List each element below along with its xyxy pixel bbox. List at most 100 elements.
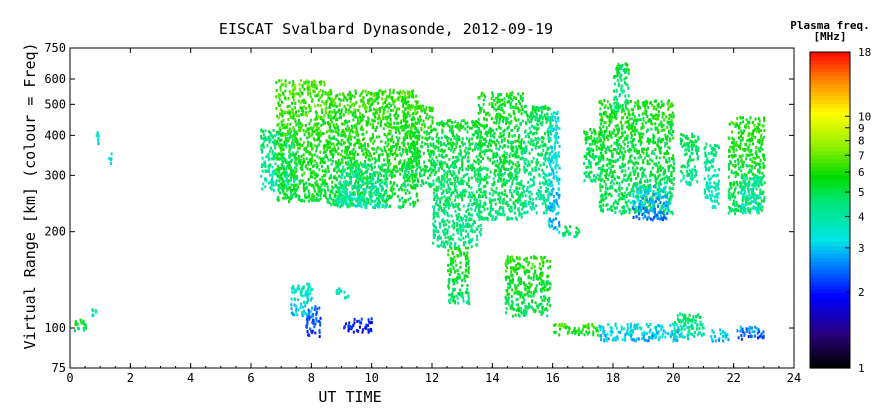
data-point [468, 212, 471, 216]
data-point [338, 158, 340, 162]
data-point [283, 174, 286, 178]
data-point [526, 256, 528, 260]
data-point [544, 177, 547, 181]
data-point [519, 292, 522, 296]
data-point [351, 130, 354, 134]
data-point [468, 137, 471, 141]
data-point [535, 107, 538, 111]
data-point [300, 79, 302, 83]
data-point [459, 288, 462, 292]
data-point [416, 142, 419, 146]
data-point [450, 163, 453, 167]
data-point [309, 168, 312, 171]
data-point [499, 131, 502, 135]
data-point [329, 89, 332, 92]
data-point [503, 158, 506, 162]
data-point [401, 99, 404, 102]
data-point [294, 117, 297, 121]
data-point [349, 182, 352, 186]
data-point [523, 312, 526, 316]
data-point [448, 119, 451, 123]
data-point [542, 280, 545, 284]
data-point [471, 223, 474, 226]
data-point [289, 189, 292, 193]
data-point [343, 169, 346, 173]
data-point [438, 197, 441, 201]
data-point [97, 142, 100, 146]
data-point [331, 136, 334, 140]
data-point [432, 137, 434, 141]
data-point [488, 148, 491, 152]
data-point [389, 88, 391, 92]
data-point [470, 207, 473, 211]
data-point [512, 109, 515, 113]
data-point [436, 193, 438, 197]
data-point [440, 187, 443, 190]
data-point [441, 161, 444, 165]
data-point [262, 142, 265, 146]
data-point [518, 183, 521, 187]
data-point [535, 256, 538, 260]
data-point [392, 108, 395, 112]
data-point [434, 195, 437, 199]
data-point [308, 285, 311, 289]
data-point [404, 192, 407, 195]
data-point [489, 170, 492, 174]
data-point [322, 116, 325, 120]
data-point [282, 152, 285, 156]
data-point [397, 121, 400, 125]
data-point [329, 103, 331, 106]
data-point [276, 168, 279, 171]
data-point [316, 155, 319, 159]
data-point [494, 173, 497, 177]
data-point [370, 194, 373, 198]
data-point [442, 218, 445, 222]
data-point [301, 314, 304, 317]
data-point [435, 211, 438, 215]
data-point [448, 197, 451, 201]
data-point [479, 165, 482, 169]
data-point [388, 129, 391, 133]
data-point [480, 215, 483, 219]
data-point [373, 139, 376, 143]
data-point [280, 154, 283, 158]
data-point [519, 146, 522, 150]
data-point [541, 181, 544, 185]
data-point [282, 166, 285, 170]
data-point [521, 119, 524, 123]
data-point [339, 153, 342, 157]
data-point [273, 154, 275, 158]
data-point [411, 141, 414, 144]
data-point [262, 136, 265, 140]
data-point [369, 154, 372, 158]
data-point [398, 148, 401, 151]
data-point [531, 132, 534, 136]
data-point [505, 167, 508, 171]
data-point [456, 155, 459, 159]
data-point [333, 147, 336, 151]
data-point [390, 109, 393, 112]
data-point [535, 284, 538, 288]
data-point [280, 148, 283, 152]
data-point [353, 170, 356, 174]
data-point [442, 177, 445, 180]
data-point [492, 198, 495, 202]
data-point [380, 120, 383, 124]
data-point [327, 158, 330, 162]
data-point [309, 109, 312, 113]
data-point [398, 205, 401, 209]
data-point [427, 117, 430, 121]
data-point [506, 194, 508, 198]
data-point [337, 141, 340, 145]
data-point [313, 164, 316, 168]
data-point [402, 105, 405, 109]
data-point [544, 155, 547, 159]
data-point [543, 113, 546, 117]
data-point [369, 103, 372, 107]
data-point [556, 131, 558, 135]
data-point [485, 195, 487, 199]
data-point [465, 152, 467, 156]
data-point [434, 146, 437, 150]
data-point [475, 160, 478, 164]
